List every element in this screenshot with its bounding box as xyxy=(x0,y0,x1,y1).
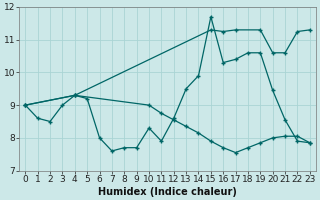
X-axis label: Humidex (Indice chaleur): Humidex (Indice chaleur) xyxy=(98,187,237,197)
